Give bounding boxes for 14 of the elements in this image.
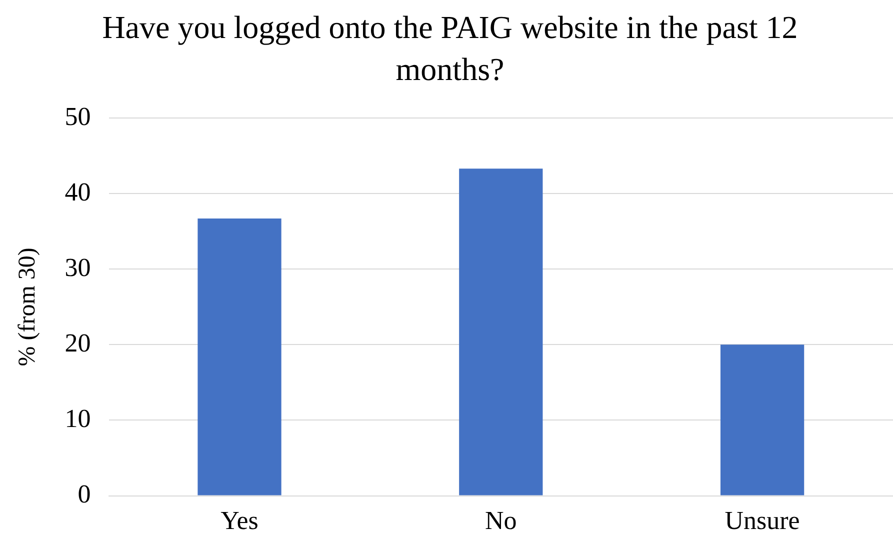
y-tick-label: 40 [64, 177, 91, 206]
x-tick-label: Yes [220, 506, 258, 536]
bar [198, 218, 282, 496]
y-tick-label: 30 [64, 252, 91, 282]
y-axis-title: % (from 30) [14, 248, 41, 366]
y-tick-label: 20 [64, 328, 91, 358]
y-tick-label: 50 [64, 102, 91, 131]
y-tick-label: 10 [64, 404, 91, 434]
bar [720, 344, 804, 496]
chart-title: Have you logged onto the PAIG website in the past 12 months? [101, 8, 799, 89]
bar [459, 168, 543, 496]
y-tick-label: 0 [78, 480, 91, 509]
x-tick-label: No [485, 506, 517, 536]
x-tick-label: Unsure [724, 506, 800, 536]
